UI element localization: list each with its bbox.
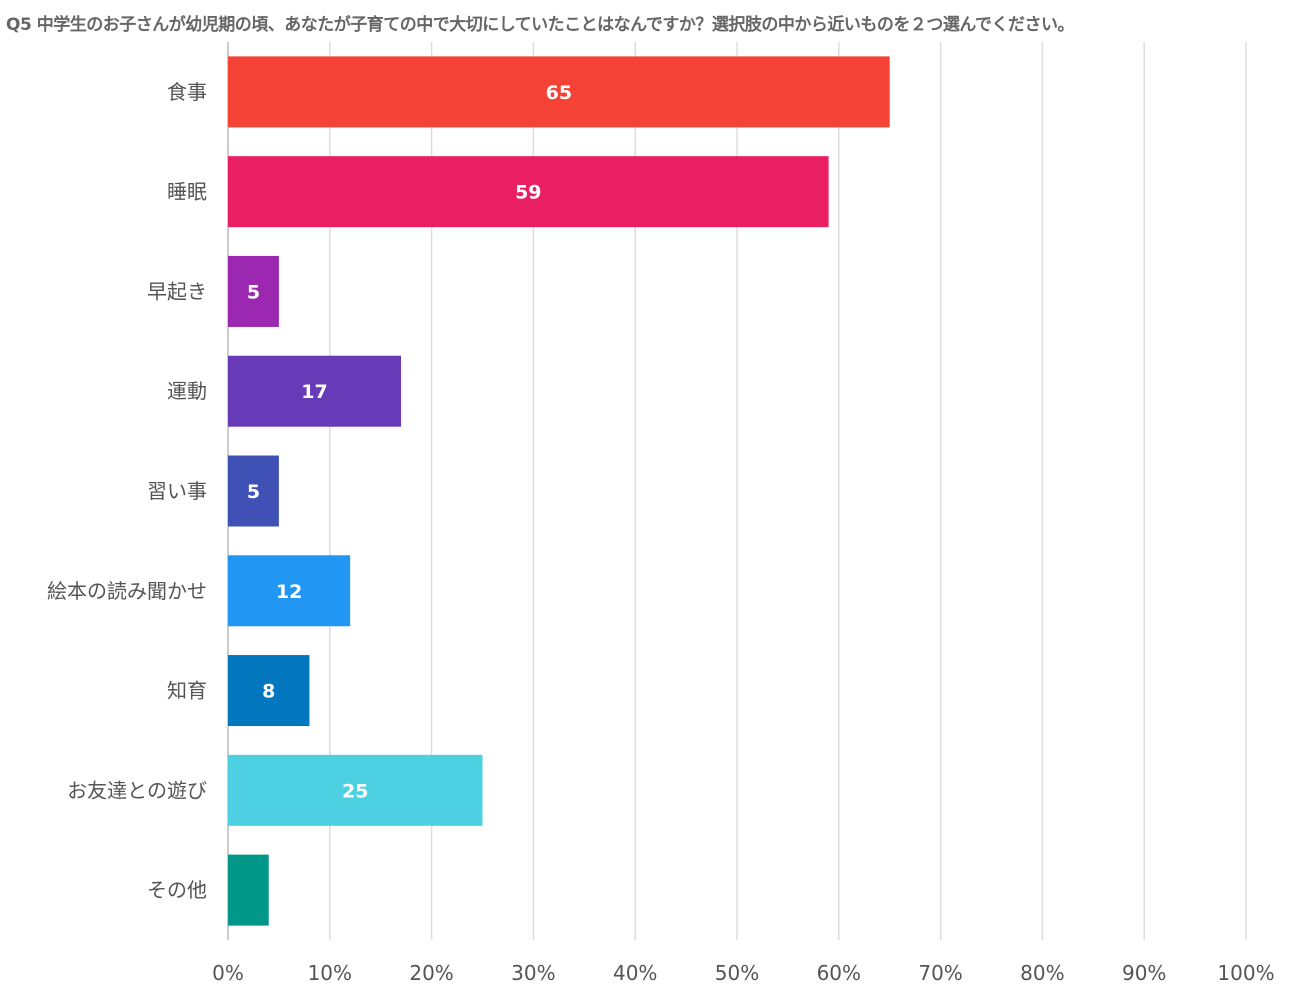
category-label: 早起き [147, 279, 207, 303]
category-label: 知育 [167, 679, 207, 703]
labels: 食事 65 睡眠 59 早起き 5 運動 17 習い事 5 絵本の読み聞かせ 12 知育 8 お友達との遊び… [47, 80, 572, 902]
data-label: 59 [515, 182, 541, 204]
data-label: 17 [301, 381, 327, 403]
bar [228, 754, 483, 826]
x-tick-label: 80% [1020, 961, 1064, 985]
x-tick-label: 40% [613, 961, 657, 985]
bar [228, 156, 829, 228]
bar [228, 56, 890, 128]
data-label: 5 [247, 481, 260, 503]
x-tick-label: 50% [715, 961, 759, 985]
x-tick-label: 90% [1122, 961, 1166, 985]
data-label: 25 [342, 780, 368, 802]
category-label: 運動 [167, 379, 207, 403]
bar [228, 455, 279, 527]
category-label: 絵本の読み聞かせ [47, 579, 207, 603]
x-tick-label: 100% [1217, 961, 1274, 985]
category-label: 習い事 [147, 479, 207, 503]
axis: 0% 10% 20% 30% 40% 50% 60% 70% 80% 90% 100% [212, 961, 1274, 985]
x-tick-label: 10% [308, 961, 352, 985]
bar [228, 355, 402, 427]
data-label: 12 [276, 581, 302, 603]
bar [228, 555, 351, 627]
category-label: その他 [147, 878, 207, 902]
category-label: お友達との遊び [67, 778, 207, 802]
x-tick-label: 0% [212, 961, 244, 985]
data-label: 5 [247, 281, 260, 303]
x-tick-label: 20% [409, 961, 453, 985]
bar [228, 655, 310, 727]
bar [228, 255, 279, 327]
bar [228, 854, 269, 926]
category-label: 睡眠 [167, 180, 207, 204]
bars [228, 56, 890, 926]
chart-title: Q5 中学生のお子さんが幼児期の頃、あなたが子育ての中で大切にしていたことはなん… [6, 15, 1075, 35]
x-tick-label: 30% [511, 961, 555, 985]
category-label: 食事 [167, 80, 207, 104]
data-label: 65 [546, 82, 572, 104]
data-label: 8 [262, 681, 275, 703]
x-tick-label: 70% [918, 961, 962, 985]
x-tick-label: 60% [817, 961, 861, 985]
